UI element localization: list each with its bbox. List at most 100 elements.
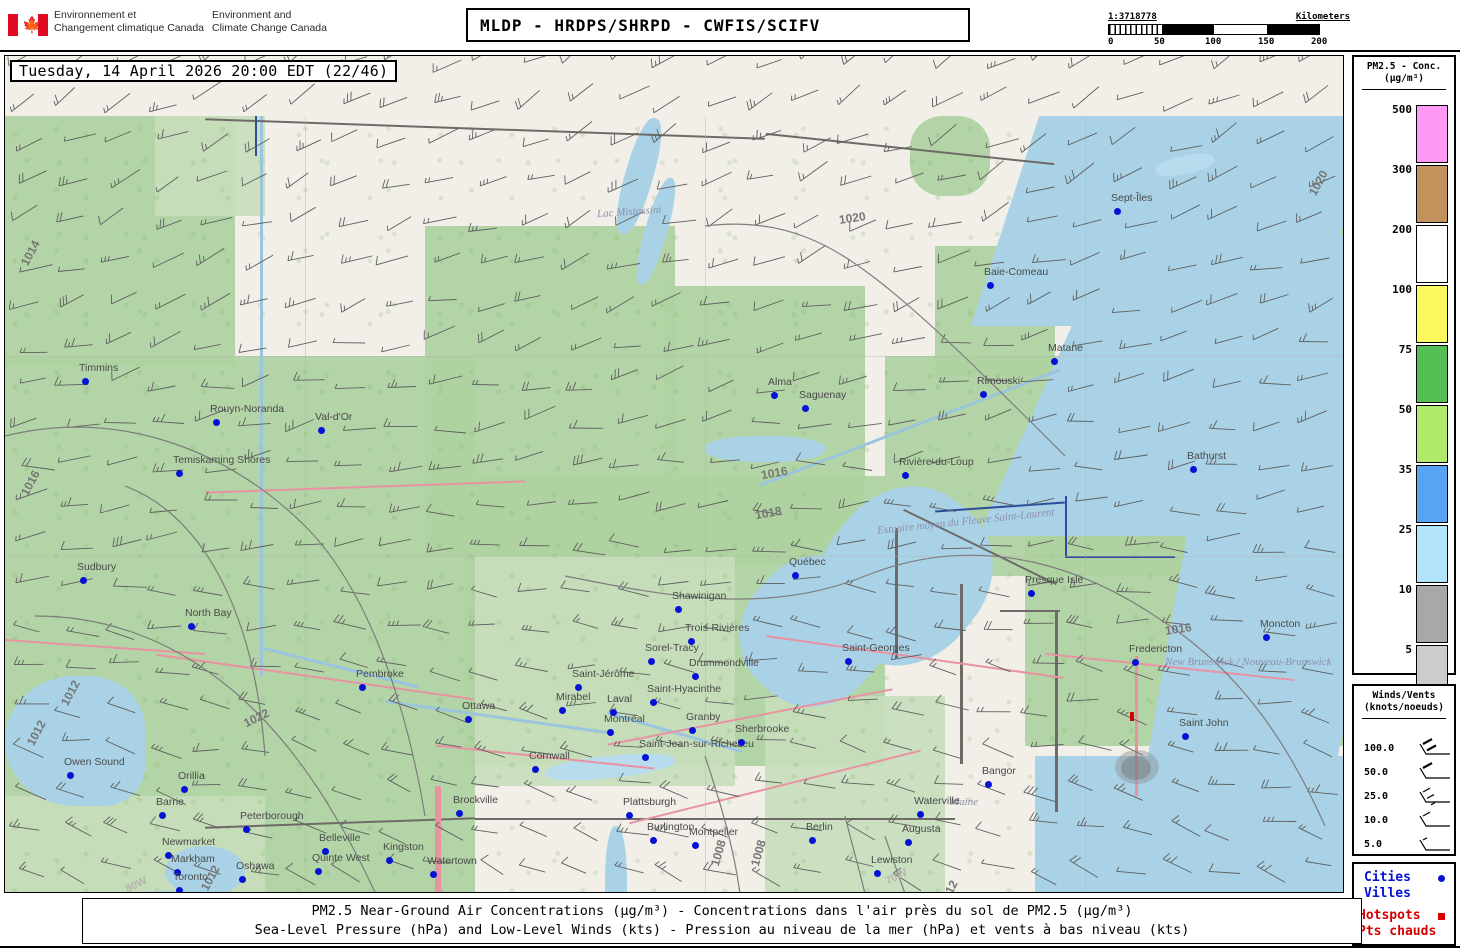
city-dot[interactable]: [792, 572, 799, 579]
city-dot[interactable]: [430, 871, 437, 878]
city-dot[interactable]: [809, 837, 816, 844]
city-dot[interactable]: [176, 470, 183, 477]
city-label: Shawinigan: [672, 590, 727, 602]
wind-legend-panel: Winds/Vents (knots/noeuds) 100.0 50.0 25.0…: [1352, 684, 1456, 856]
city-dot[interactable]: [1190, 466, 1197, 473]
city-dot[interactable]: [1114, 208, 1121, 215]
city-dot[interactable]: [181, 786, 188, 793]
symbol-legend-panel: Cities Villes Hotspots Pts chauds: [1352, 862, 1456, 946]
wind-legend-row: 50.0: [1354, 762, 1454, 786]
isobar-contours: [5, 223, 1326, 892]
concentration-swatch-label: 75: [1398, 343, 1412, 356]
conc-title-line1: PM2.5 - Conc.: [1366, 61, 1442, 72]
city-dot[interactable]: [322, 848, 329, 855]
city-label: Mirabel: [556, 691, 591, 703]
concentration-swatch-label: 5: [1405, 643, 1412, 656]
city-dot[interactable]: [575, 684, 582, 691]
wind-legend-value: 5.0: [1364, 839, 1383, 850]
city-dot[interactable]: [359, 684, 366, 691]
timestamp-label: Tuesday, 14 April 2026 20:00 EDT (22/46): [10, 60, 398, 82]
city-dot[interactable]: [159, 812, 166, 819]
concentration-swatch-label: 25: [1398, 523, 1412, 536]
city-dot[interactable]: [874, 870, 881, 877]
city-dot[interactable]: [675, 606, 682, 613]
header-divider: [0, 50, 1460, 52]
city-dot[interactable]: [82, 378, 89, 385]
city-dot[interactable]: [689, 727, 696, 734]
city-dot[interactable]: [845, 658, 852, 665]
city-dot[interactable]: [465, 716, 472, 723]
org-fr-line1: Environnement et: [54, 9, 137, 21]
city-dot[interactable]: [1028, 590, 1035, 597]
city-label: Watertown: [427, 855, 477, 867]
city-dot[interactable]: [532, 766, 539, 773]
city-dot[interactable]: [987, 282, 994, 289]
wind-legend-value: 10.0: [1364, 815, 1389, 826]
wind-legend-value: 50.0: [1364, 767, 1389, 778]
city-dot[interactable]: [315, 868, 322, 875]
city-label: Québec: [789, 556, 826, 568]
city-dot[interactable]: [607, 729, 614, 736]
city-dot[interactable]: [213, 419, 220, 426]
city-dot[interactable]: [239, 876, 246, 883]
city-dot[interactable]: [1132, 659, 1139, 666]
legend-hotspots-fr: Pts chauds: [1358, 924, 1437, 939]
city-dot[interactable]: [1051, 358, 1058, 365]
city-dot[interactable]: [905, 839, 912, 846]
city-label: Kingston: [383, 841, 424, 853]
hotspot-square-icon: [1438, 913, 1445, 920]
city-dot[interactable]: [559, 707, 566, 714]
city-dot[interactable]: [386, 857, 393, 864]
city-dot[interactable]: [688, 638, 695, 645]
city-dot[interactable]: [610, 709, 617, 716]
city-dot[interactable]: [980, 391, 987, 398]
map-viewport[interactable]: 80W 70W 1020 1020 1018 1016 1016 1016 10…: [4, 55, 1344, 893]
panel-divider: [1362, 89, 1446, 90]
city-label: Moncton: [1260, 618, 1301, 630]
city-dot[interactable]: [692, 842, 699, 849]
concentration-swatch-label: 200: [1392, 223, 1412, 236]
hotspot-marker[interactable]: [1130, 712, 1134, 721]
city-label: North Bay: [185, 607, 232, 619]
city-dot[interactable]: [650, 699, 657, 706]
city-dot[interactable]: [648, 658, 655, 665]
city-dot[interactable]: [243, 826, 250, 833]
city-dot[interactable]: [67, 772, 74, 779]
city-label: Quinte West: [312, 852, 370, 864]
city-dot[interactable]: [1263, 634, 1270, 641]
wind-legend-title: Winds/Vents (knots/noeuds): [1354, 686, 1454, 714]
map-canvas[interactable]: 80W 70W 1020 1020 1018 1016 1016 1016 10…: [5, 56, 1343, 892]
city-dot[interactable]: [80, 577, 87, 584]
city-dot[interactable]: [650, 837, 657, 844]
footer-caption: PM2.5 Near-Ground Air Concentrations (µg…: [82, 898, 1362, 944]
city-dot[interactable]: [626, 812, 633, 819]
city-dot[interactable]: [318, 427, 325, 434]
city-dot[interactable]: [902, 472, 909, 479]
city-dot[interactable]: [188, 623, 195, 630]
org-name-fr: Environnement et Changement climatique C…: [54, 9, 204, 34]
city-dot[interactable]: [642, 754, 649, 761]
city-label: Matane: [1048, 342, 1084, 354]
city-dot[interactable]: [802, 405, 809, 412]
city-dot[interactable]: [917, 811, 924, 818]
wind-legend-value: 100.0: [1364, 743, 1395, 754]
canada-flag-icon: 🍁: [8, 14, 48, 36]
city-dot[interactable]: [738, 739, 745, 746]
city-dot[interactable]: [165, 852, 172, 859]
city-dot[interactable]: [176, 887, 183, 892]
city-label: Belleville: [319, 832, 361, 844]
city-label: Newmarket: [162, 836, 216, 848]
city-dot[interactable]: [1182, 733, 1189, 740]
city-dot[interactable]: [174, 869, 181, 876]
city-label: Saint-Georges: [842, 642, 910, 654]
city-dot[interactable]: [771, 392, 778, 399]
city-label: Bathurst: [1187, 450, 1227, 462]
city-dot[interactable]: [456, 810, 463, 817]
city-label: Sudbury: [77, 561, 117, 573]
scale-tick-4: 200: [1311, 37, 1328, 47]
city-dot[interactable]: [985, 781, 992, 788]
city-dot[interactable]: [692, 673, 699, 680]
scale-ratio: 1:3718778: [1108, 12, 1157, 22]
city-label: Sept-Îles: [1111, 192, 1153, 204]
city-label: Drummondville: [689, 657, 760, 669]
